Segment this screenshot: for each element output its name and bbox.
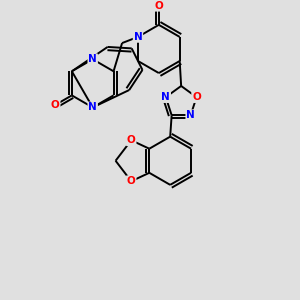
Text: O: O [51,100,60,110]
Text: O: O [127,176,136,186]
Text: O: O [127,135,136,145]
Text: O: O [192,92,201,102]
Text: N: N [134,32,142,42]
Text: N: N [88,102,97,112]
Text: O: O [154,1,163,11]
Text: N: N [161,92,170,102]
Text: N: N [186,110,195,120]
Text: N: N [88,54,97,64]
